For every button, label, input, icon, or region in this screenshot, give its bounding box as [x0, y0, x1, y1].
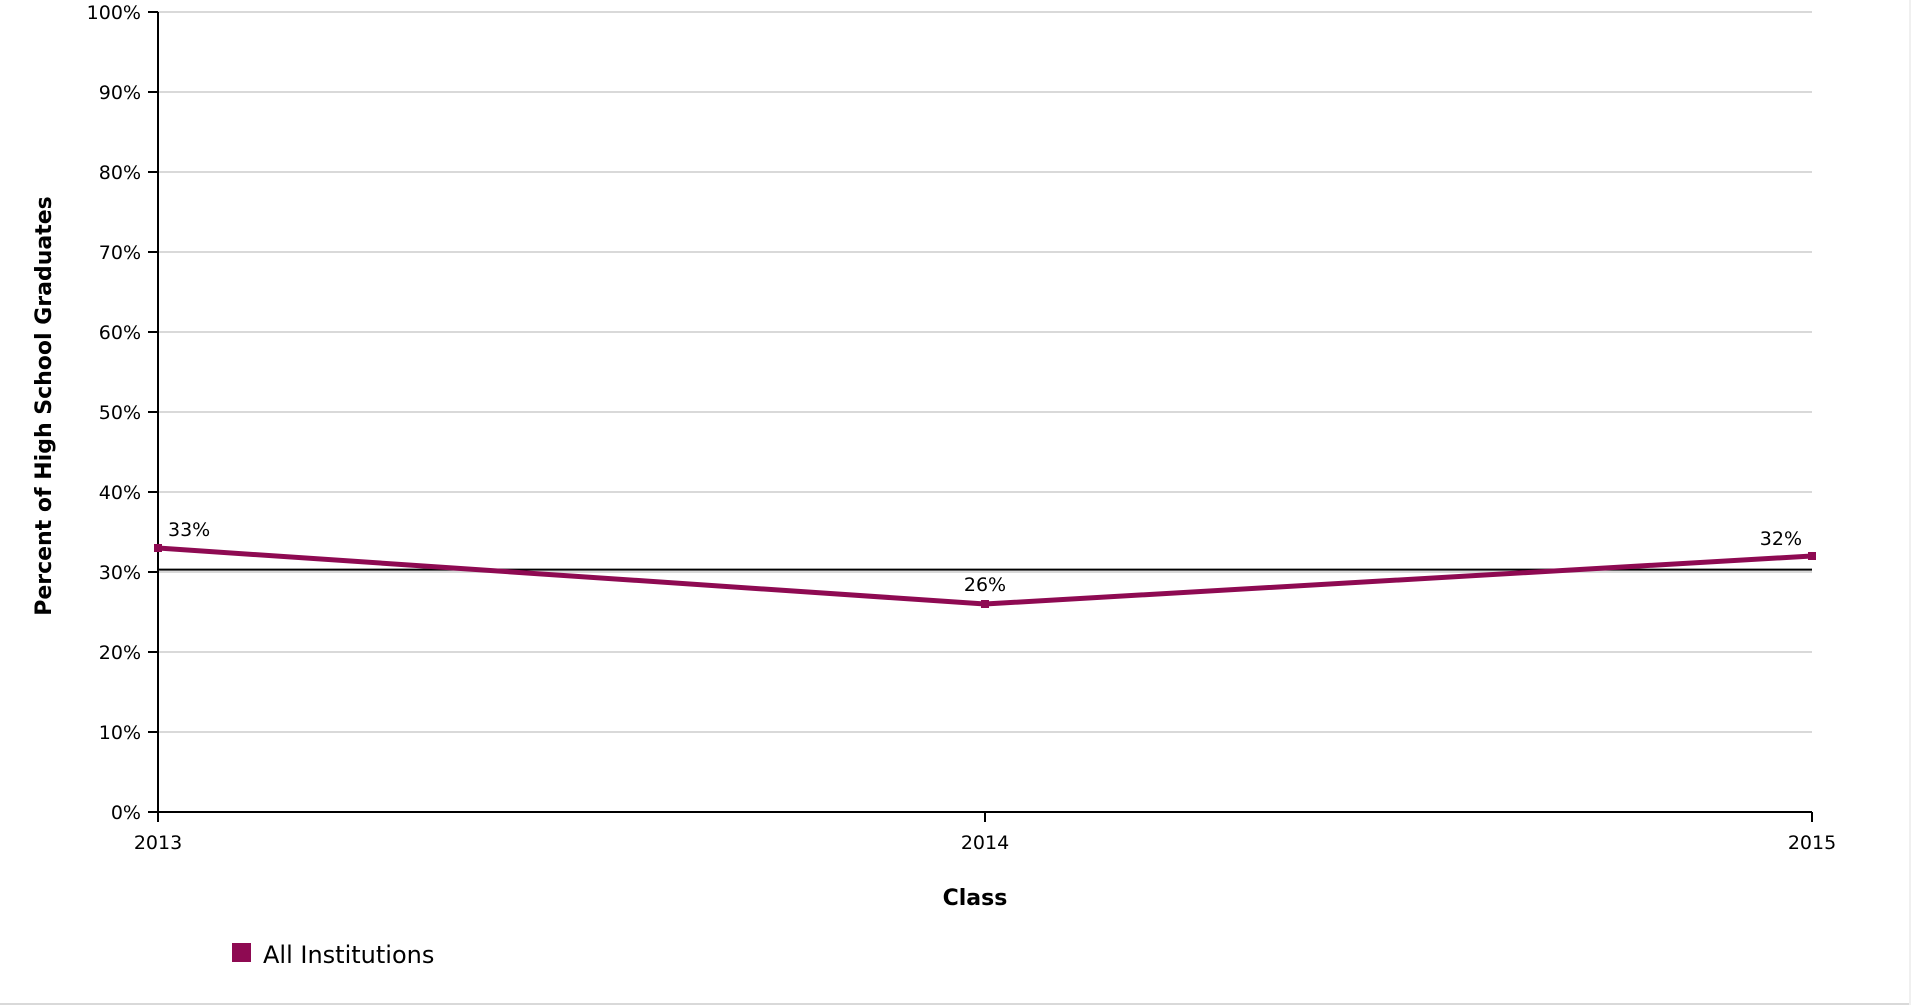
y-tick-label: 10% — [99, 722, 141, 744]
data-label: 32% — [1760, 528, 1802, 550]
y-tick-label: 50% — [99, 402, 141, 424]
y-tick-label: 60% — [99, 322, 141, 344]
y-axis-ticks: 0% 10% 20% 30% 40% 50% 60% 70% 80% 90% 100% — [87, 2, 158, 824]
y-tick-label: 80% — [99, 162, 141, 184]
data-point — [154, 544, 162, 552]
y-tick-label: 90% — [99, 82, 141, 104]
data-labels: 33% 26% 32% — [168, 519, 1802, 596]
x-tick-label: 2015 — [1788, 832, 1836, 854]
legend: All Institutions — [232, 941, 434, 969]
y-tick-label: 40% — [99, 482, 141, 504]
frame-bottom-border — [0, 1003, 1911, 1005]
x-tick-label: 2014 — [961, 832, 1009, 854]
y-tick-label: 20% — [99, 642, 141, 664]
data-label: 26% — [964, 574, 1006, 596]
legend-swatch — [232, 943, 251, 962]
x-axis-ticks: 2013 2014 2015 — [134, 812, 1836, 854]
y-tick-label: 30% — [99, 562, 141, 584]
y-tick-label: 0% — [111, 802, 141, 824]
y-tick-label: 70% — [99, 242, 141, 264]
frame-right-border — [1909, 0, 1911, 1005]
data-label: 33% — [168, 519, 210, 541]
data-point — [1808, 552, 1816, 560]
x-axis-title: Class — [943, 886, 1008, 911]
legend-label: All Institutions — [263, 941, 434, 969]
data-point — [981, 600, 989, 608]
gridlines — [158, 11, 1812, 733]
x-tick-label: 2013 — [134, 832, 182, 854]
series-lines — [154, 544, 1816, 608]
y-tick-label: 100% — [87, 2, 141, 24]
y-axis-title: Percent of High School Graduates — [32, 196, 57, 616]
